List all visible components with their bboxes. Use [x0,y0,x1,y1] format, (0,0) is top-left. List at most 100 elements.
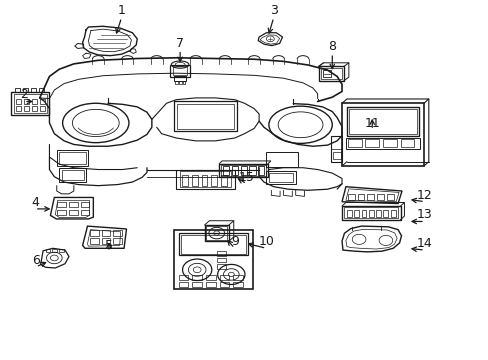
Text: 1: 1 [118,4,125,17]
Bar [39,88,43,92]
Bar [40,106,44,111]
Bar [52,249,57,252]
Bar [223,166,229,175]
Text: 6: 6 [32,254,40,267]
Bar [16,99,21,104]
Bar [216,251,226,256]
Bar [268,173,293,182]
Bar [400,139,413,147]
Bar [205,282,215,287]
Bar [175,81,177,84]
Bar [102,230,110,236]
Bar [320,68,341,79]
Bar [178,233,247,256]
Bar [57,210,66,215]
Bar [216,258,226,262]
Bar [266,152,298,167]
Bar [180,171,230,188]
Bar [258,166,264,175]
Bar [240,166,246,175]
Bar [375,210,380,217]
Bar [16,106,21,111]
Text: 13: 13 [416,208,432,221]
Text: 3: 3 [269,4,277,17]
Bar [59,168,86,182]
Bar [219,164,267,177]
Bar [219,282,229,287]
Bar [390,210,395,217]
Bar [344,207,397,218]
Bar [346,107,418,135]
Bar [191,175,197,186]
Bar [233,275,243,280]
Bar [81,210,89,215]
Text: 15: 15 [239,171,254,184]
Text: 14: 14 [416,237,432,250]
Bar [113,238,122,244]
Bar [173,102,237,131]
Bar [219,275,229,280]
Bar [69,210,78,215]
Bar [386,194,393,200]
Bar [174,76,185,81]
Text: 8: 8 [327,40,336,53]
Bar [177,104,233,129]
Bar [113,230,122,236]
Bar [81,202,89,207]
Bar [90,238,99,244]
Bar [59,249,63,252]
Bar [323,70,330,77]
Bar [347,194,354,200]
Bar [376,194,383,200]
Bar [69,202,78,207]
Bar [32,106,37,111]
Bar [170,64,189,77]
Bar [192,282,202,287]
Bar [183,81,185,84]
Bar [182,175,187,186]
Bar [383,210,387,217]
Bar [102,238,110,244]
Bar [90,230,99,236]
Text: 2: 2 [20,89,28,102]
Bar [332,152,340,159]
Bar [382,139,396,147]
Bar [179,81,181,84]
Bar [180,235,245,254]
Bar [14,94,47,113]
Text: 9: 9 [230,235,238,248]
Text: 4: 4 [31,196,39,209]
Bar [357,194,364,200]
Bar [348,109,416,134]
Bar [216,264,226,269]
Text: 12: 12 [416,189,432,202]
Bar [192,275,202,280]
Bar [178,282,188,287]
Bar [249,166,255,175]
Bar [206,226,226,240]
Bar [172,66,187,75]
Bar [61,170,83,180]
Bar [201,175,207,186]
Bar [40,99,44,104]
Bar [24,99,29,104]
Bar [57,202,66,207]
Bar [59,152,86,164]
Bar [366,194,373,200]
Text: 10: 10 [258,235,274,248]
Bar [24,106,29,111]
Bar [368,210,373,217]
Bar [11,92,49,115]
Bar [204,225,228,241]
Text: 7: 7 [176,37,184,50]
Bar [345,138,419,149]
Bar [221,175,226,186]
Bar [32,99,37,104]
Bar [15,88,20,92]
Bar [231,166,238,175]
Bar [205,275,215,280]
Bar [341,206,400,220]
Bar [211,175,217,186]
Bar [23,88,28,92]
Bar [346,210,351,217]
